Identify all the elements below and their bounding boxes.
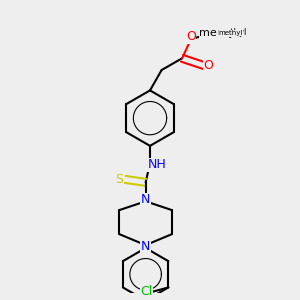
Text: methyl: methyl <box>199 28 238 38</box>
Text: NH: NH <box>148 158 167 171</box>
Text: S: S <box>116 173 123 186</box>
Text: O: O <box>203 59 213 72</box>
Text: methyl: methyl <box>219 31 243 37</box>
Text: Cl: Cl <box>140 285 153 298</box>
Text: N: N <box>141 240 150 253</box>
Text: O: O <box>186 30 196 43</box>
Text: N: N <box>141 194 150 206</box>
Text: methyl: methyl <box>217 28 247 37</box>
